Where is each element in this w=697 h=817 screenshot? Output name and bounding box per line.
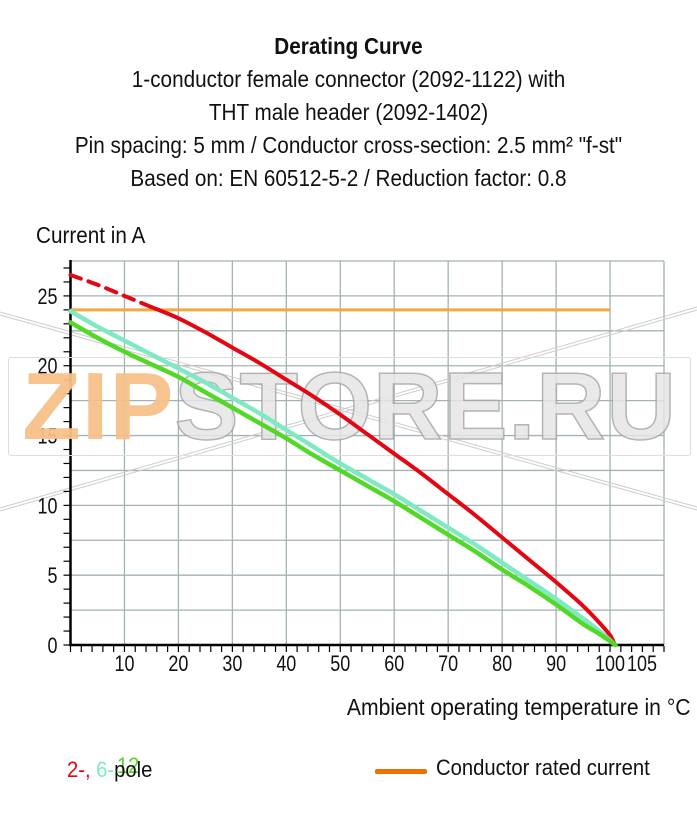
- title-line-header: THT male header (2092-1402): [208, 99, 489, 125]
- title-line-pin-spacing: Pin spacing: 5 mm / Conductor cross-sect…: [74, 132, 623, 158]
- watermark-zip-text: ZIP: [22, 353, 175, 460]
- rated-current-swatch: [375, 769, 427, 774]
- x-tick-label: 100: [595, 651, 625, 676]
- x-tick-label: 50: [330, 651, 350, 676]
- x-tick-label: 20: [168, 651, 188, 676]
- y-tick-label: 25: [38, 284, 58, 309]
- rated-current-label: Conductor rated current: [436, 755, 650, 780]
- x-tick-label: 80: [492, 651, 512, 676]
- legend-2-pole: 2-,: [67, 757, 91, 782]
- legend-12-pole: 12: [116, 753, 140, 778]
- legend-poles: 2-, 6- 12 pole: [67, 753, 153, 783]
- y-axis-title: Current in A: [36, 222, 146, 248]
- legend-pole-word-wrap: 12 pole: [114, 753, 153, 783]
- legend-pole-word: pole: [114, 757, 153, 782]
- x-tick-label: 40: [276, 651, 296, 676]
- x-tick-label: 90: [546, 651, 566, 676]
- legend-6-pole: 6-: [96, 757, 115, 782]
- x-tick-label: 70: [438, 651, 458, 676]
- x-tick-label: 60: [384, 651, 404, 676]
- title-block: Derating Curve 1-conductor female connec…: [35, 30, 662, 195]
- x-tick-label: 30: [222, 651, 242, 676]
- y-tick-label: 10: [38, 493, 58, 518]
- watermark-store-text: STORE.RU: [174, 353, 677, 460]
- title-line-main: Derating Curve: [274, 33, 423, 59]
- y-tick-label: 5: [48, 563, 58, 588]
- x-tick-label: 105: [627, 651, 657, 676]
- x-axis-title: Ambient operating temperature in °C: [347, 694, 691, 720]
- curve-2-pole-dashed: [68, 272, 154, 310]
- title-line-connector: 1-conductor female connector (2092-1122)…: [131, 66, 566, 92]
- watermark: ZIP STORE.RU: [8, 357, 691, 456]
- title-line-based-on: Based on: EN 60512-5-2 / Reduction facto…: [130, 165, 567, 191]
- y-tick-label: 0: [48, 633, 58, 658]
- x-tick-label: 10: [114, 651, 134, 676]
